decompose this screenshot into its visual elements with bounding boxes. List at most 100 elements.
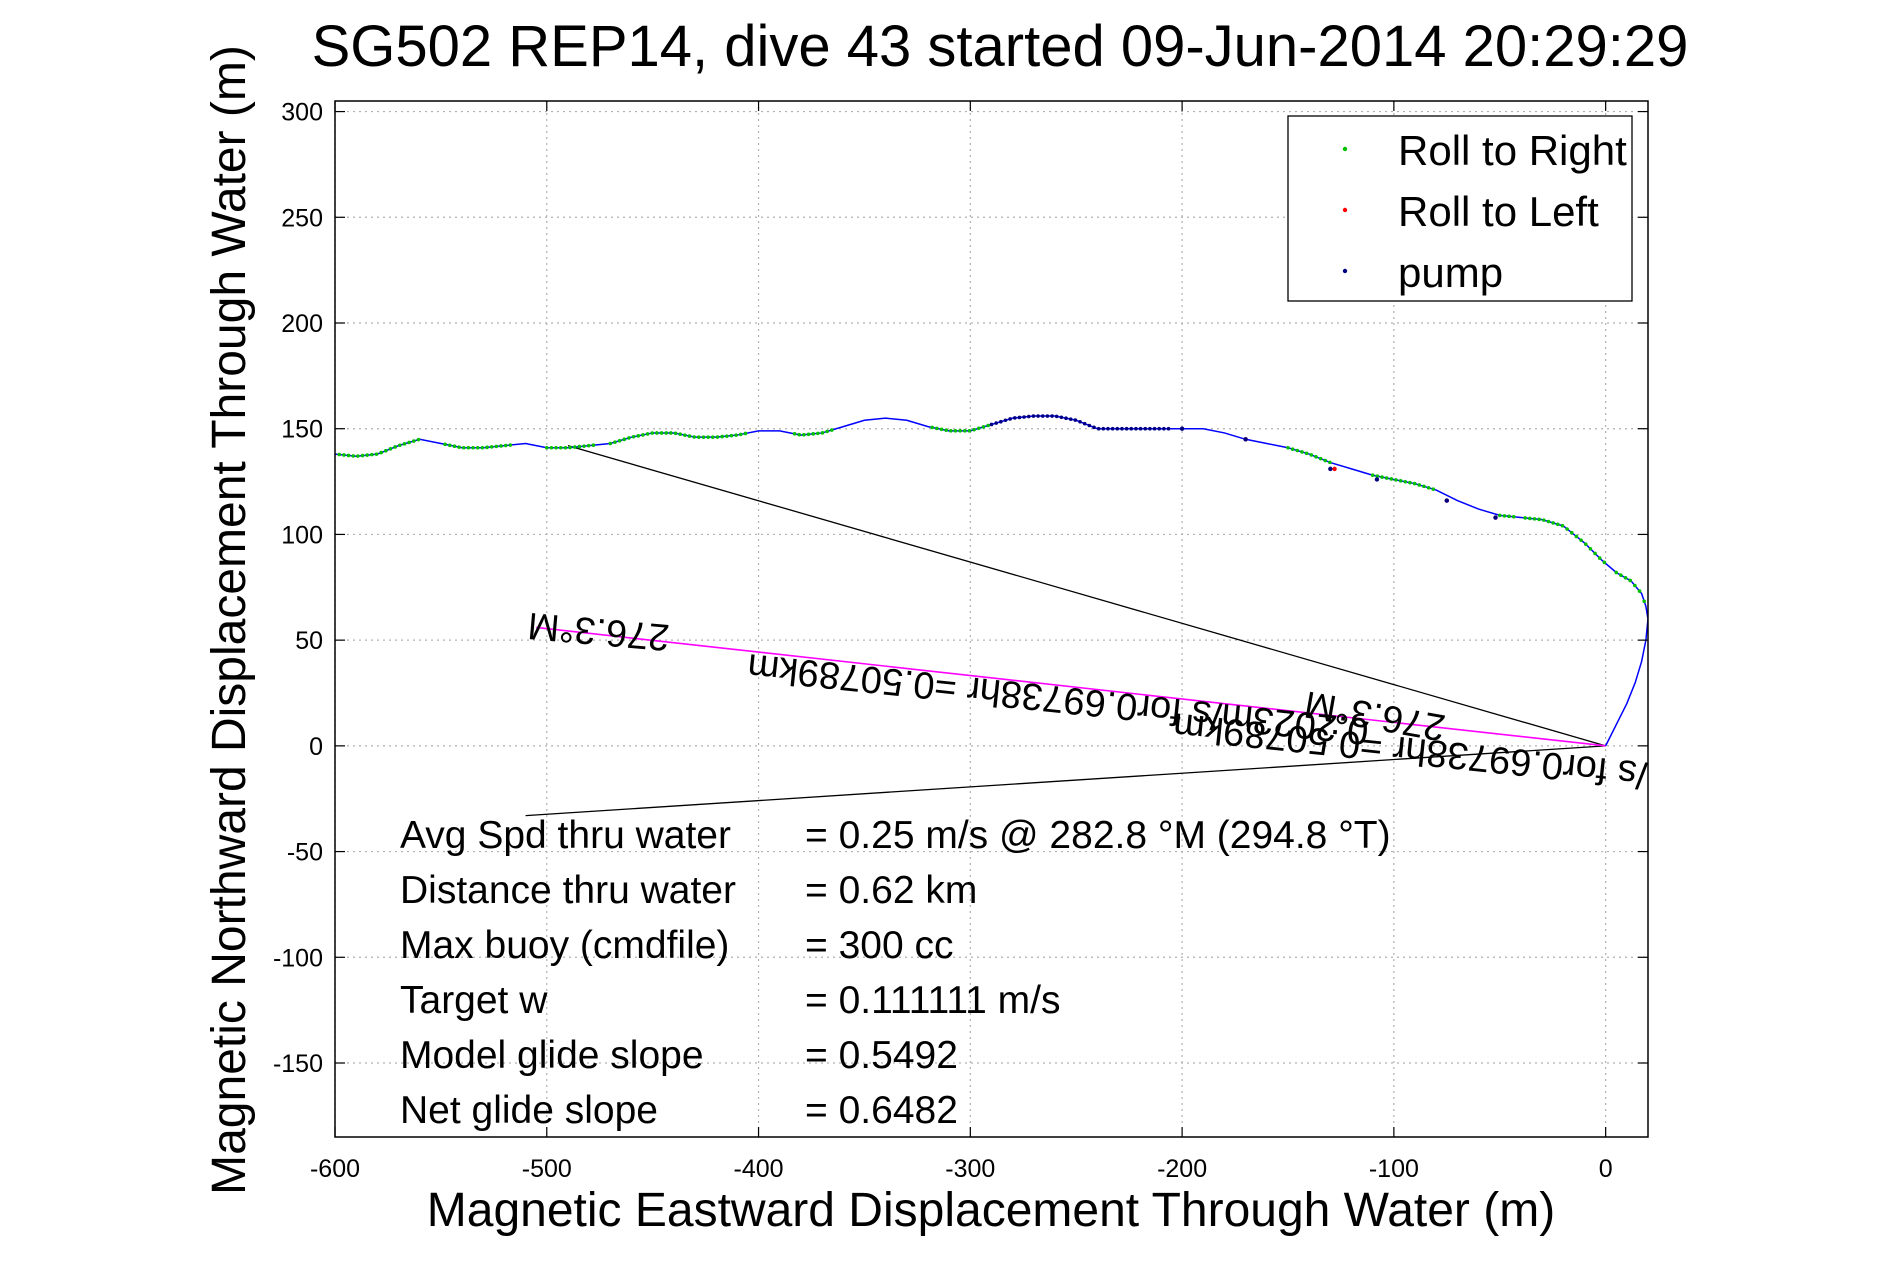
marker-point — [1569, 530, 1574, 535]
marker-point — [337, 452, 342, 457]
marker-point — [1045, 414, 1050, 418]
marker-point — [374, 452, 379, 456]
marker-point — [1328, 466, 1333, 472]
marker-point — [1106, 426, 1110, 431]
marker-point — [986, 423, 990, 428]
heading-line-group — [536, 626, 1606, 747]
marker-point — [1497, 513, 1502, 518]
legend-label: Roll to Right — [1398, 127, 1627, 174]
marker-point — [1532, 517, 1537, 521]
marker-point — [485, 445, 489, 450]
marker-point — [622, 437, 627, 442]
marker-point — [1328, 460, 1332, 465]
marker-point — [967, 429, 972, 433]
marker-point — [981, 425, 986, 429]
marker-point — [1417, 483, 1422, 487]
marker-point — [659, 431, 664, 435]
marker-point — [360, 453, 365, 458]
marker-point — [1323, 458, 1328, 463]
marker-point — [1623, 576, 1628, 580]
marker-point — [989, 422, 994, 427]
y-tick-label: 250 — [281, 204, 323, 232]
marker-point — [999, 419, 1003, 424]
stat-label: Model glide slope — [400, 1034, 704, 1077]
marker-point — [1374, 477, 1380, 482]
marker-point — [1300, 450, 1304, 454]
x-tick-label: -100 — [1369, 1155, 1419, 1183]
marker-point — [457, 445, 461, 449]
marker-point — [443, 442, 447, 447]
marker-point — [1152, 426, 1157, 431]
marker-point — [1588, 547, 1593, 551]
tick-marks — [334, 101, 1648, 1137]
marker-point — [641, 433, 645, 437]
legend-label: pump — [1398, 249, 1503, 296]
y-tick-label: -100 — [273, 944, 323, 972]
marker-point — [1602, 560, 1607, 565]
x-tick-label: -400 — [734, 1155, 784, 1183]
cone-line — [525, 745, 1606, 817]
marker-point — [820, 431, 825, 435]
marker-point — [1129, 426, 1134, 431]
stat-value: = 300 cc — [805, 924, 954, 967]
y-tick-label: 0 — [309, 733, 323, 761]
x-tick-label: -600 — [310, 1155, 360, 1183]
marker-point — [1157, 426, 1162, 431]
x-tick-labels: -600 -500 -400 -300 -200 -100 0 — [310, 1155, 1613, 1183]
marker-point — [549, 445, 554, 450]
marker-point — [1120, 426, 1124, 431]
marker-point — [365, 453, 369, 457]
legend-marker — [1342, 207, 1348, 213]
marker-point — [734, 433, 738, 437]
marker-point — [466, 445, 471, 450]
marker-point — [393, 445, 397, 449]
marker-point — [645, 432, 650, 436]
stat-value: = 0.6482 — [805, 1089, 958, 1132]
marker-point — [402, 442, 407, 446]
marker-point — [802, 432, 806, 437]
y-tick-labels: -150 -100 -50 0 50 100 150 200 250 300 — [273, 99, 323, 1078]
marker-point — [692, 435, 696, 439]
marker-point — [1295, 448, 1300, 453]
marker-point — [1036, 414, 1040, 418]
marker-point — [1380, 475, 1384, 479]
marker-point — [1551, 521, 1555, 525]
x-axis-label: Magnetic Eastward Displacement Through W… — [427, 1184, 1555, 1237]
marker-point — [447, 443, 452, 448]
marker-point — [1162, 426, 1166, 431]
marker-point — [1064, 416, 1068, 421]
marker-point — [1431, 487, 1436, 491]
marker-point — [1619, 573, 1623, 577]
marker-point — [953, 429, 958, 433]
y-tick-label: -50 — [287, 839, 323, 867]
marker-point — [1031, 414, 1036, 418]
marker-point — [1537, 517, 1541, 522]
stat-value: = 0.25 m/s @ 282.8 °M (294.8 °T) — [805, 814, 1391, 857]
marker-point — [1115, 426, 1120, 431]
marker-point — [1078, 419, 1082, 424]
marker-point — [1403, 479, 1408, 484]
marker-point — [1574, 534, 1579, 539]
marker-point — [1426, 485, 1431, 490]
stat-label: Max buoy (cmdfile) — [400, 924, 729, 967]
marker-point — [591, 443, 596, 448]
marker-point — [1096, 426, 1101, 431]
marker-point — [563, 445, 568, 450]
legend: Roll to Right Roll to Left pump — [1287, 115, 1633, 302]
stat-label: Net glide slope — [400, 1089, 658, 1132]
marker-point — [944, 428, 948, 433]
marker-point — [743, 431, 748, 436]
marker-point — [1092, 425, 1096, 430]
y-tick-label: 100 — [281, 521, 323, 549]
marker-point — [1087, 423, 1092, 428]
marker-point — [1597, 556, 1602, 560]
marker-point — [1082, 421, 1087, 426]
marker-point — [1073, 418, 1078, 422]
marker-point — [939, 427, 944, 432]
marker-point — [342, 453, 346, 457]
heading-cone-lines — [525, 445, 1606, 817]
plot-frame — [334, 100, 1649, 1138]
marker-point — [1124, 426, 1129, 431]
marker-point — [572, 445, 577, 449]
marker-point — [508, 443, 513, 447]
